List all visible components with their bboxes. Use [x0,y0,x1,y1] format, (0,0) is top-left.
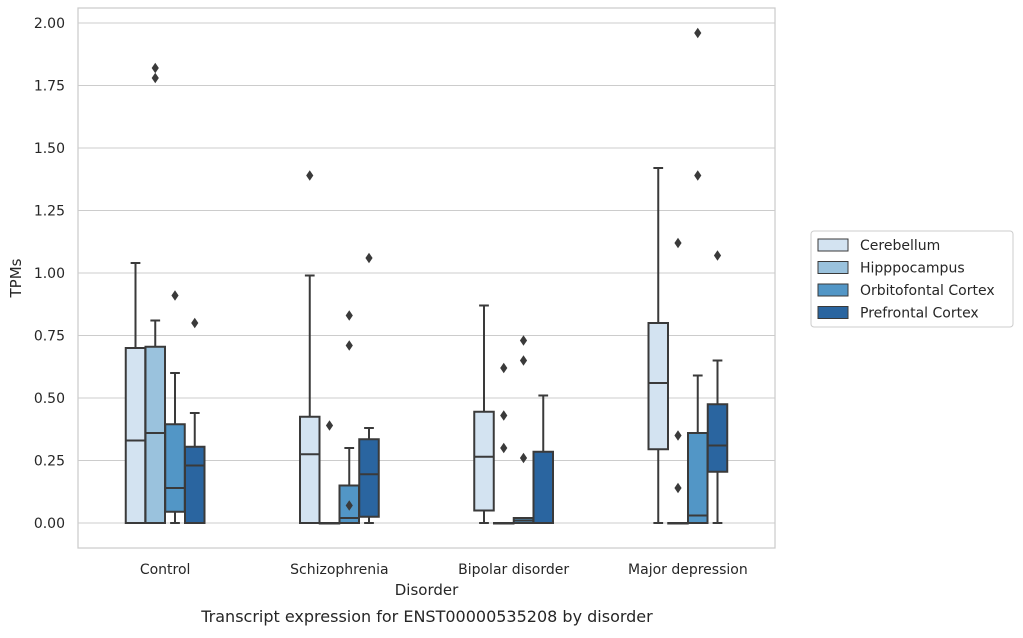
legend-swatch [817,306,849,319]
plot-frame [77,7,776,549]
box-iqr [706,403,729,473]
legend-item: Hipppocampus [817,261,965,277]
outlier-point [674,430,682,441]
y-tick-label: 1.00 [34,266,65,282]
legend-label: Orbitofontal Cortex [860,283,995,299]
box-prefrontal-cortex [184,317,206,524]
outlier-point [306,170,314,181]
legend-label: Hipppocampus [860,261,965,277]
box-iqr [299,415,321,524]
legend-item: Orbitofontal Cortex [817,283,995,299]
outlier-point [345,500,353,511]
box-iqr [358,438,380,518]
outlier-point [519,452,528,464]
legend-swatch [817,261,849,274]
outlier-point [694,170,702,181]
x-tick-label: Major depression [628,562,748,578]
y-axis-title: TPMs [7,258,25,298]
legend: Cerebellum Hipppocampus Orbitofontal Corte… [810,230,1014,328]
outlier-point [674,237,682,249]
outlier-point [365,252,373,264]
box-cerebellum [647,167,669,524]
legend-item: Cerebellum [817,238,940,254]
outlier-point [694,27,702,39]
outlier-point [500,410,508,421]
x-axis-title: Disorder [395,581,459,599]
outlier-point [151,62,159,74]
outlier-point [713,250,722,261]
x-tick-label: Bipolar disorder [458,562,569,578]
box-iqr [124,347,147,524]
y-tick-label: 2.00 [34,16,65,32]
legend-frame [810,230,1014,328]
outlier-point [519,355,528,366]
box-iqr [144,345,166,524]
y-tick-label: 0.25 [34,454,65,470]
box-iqr [164,423,186,513]
box-hipppocampus [493,362,515,525]
y-tick-label: 0.50 [34,391,65,407]
legend-label: Cerebellum [860,238,940,254]
y-tick-label: 0.00 [34,516,65,532]
y-tick-label: 1.50 [34,141,65,157]
outlier-point [325,420,334,431]
chart-caption: Transcript expression for ENST0000053520… [200,607,653,626]
box-hipppocampus [318,420,341,525]
box-orbitofontal-cortex [338,310,360,524]
box-hipppocampus [144,62,166,524]
outlier-point [500,442,508,454]
box-orbitofontal-cortex [687,27,709,524]
box-orbitofontal-cortex [512,335,535,524]
x-tick-labels: Control Schizophrenia Bipolar disorder Majo… [140,562,748,578]
box-prefrontal-cortex [706,250,729,524]
box-cerebellum [299,170,321,524]
x-tick-label: Schizophrenia [290,562,388,578]
outlier-point [674,482,682,494]
outlier-point [519,335,528,346]
y-tick-label: 0.75 [34,329,65,345]
box-iqr [647,322,669,451]
outlier-point [500,362,508,374]
box-prefrontal-cortex [532,394,554,524]
box-cerebellum [473,304,495,524]
legend-swatch [817,283,849,297]
x-tick-label: Control [140,562,191,578]
box-iqr [532,450,554,524]
outlier-point [345,310,353,321]
box-orbitofontal-cortex [164,290,186,524]
outlier-point [151,72,159,84]
y-tick-label: 1.25 [34,204,65,220]
box-iqr [473,410,495,512]
legend-swatch [817,238,849,252]
outlier-point [191,317,199,329]
box-hipppocampus [667,237,689,525]
legend-label: Prefrontal Cortex [860,306,979,322]
box-layer [124,27,729,525]
box-prefrontal-cortex [358,252,380,524]
box-iqr [184,445,206,524]
box-cerebellum [124,262,147,524]
y-tick-labels: 0.00 0.25 0.50 0.75 1.00 1.25 1.50 1.75 2.00 [34,16,65,532]
legend-item: Prefrontal Cortex [817,306,979,322]
outlier-point [345,340,353,351]
outlier-point [171,290,179,301]
box-iqr [687,432,709,524]
y-tick-label: 1.75 [34,79,65,95]
